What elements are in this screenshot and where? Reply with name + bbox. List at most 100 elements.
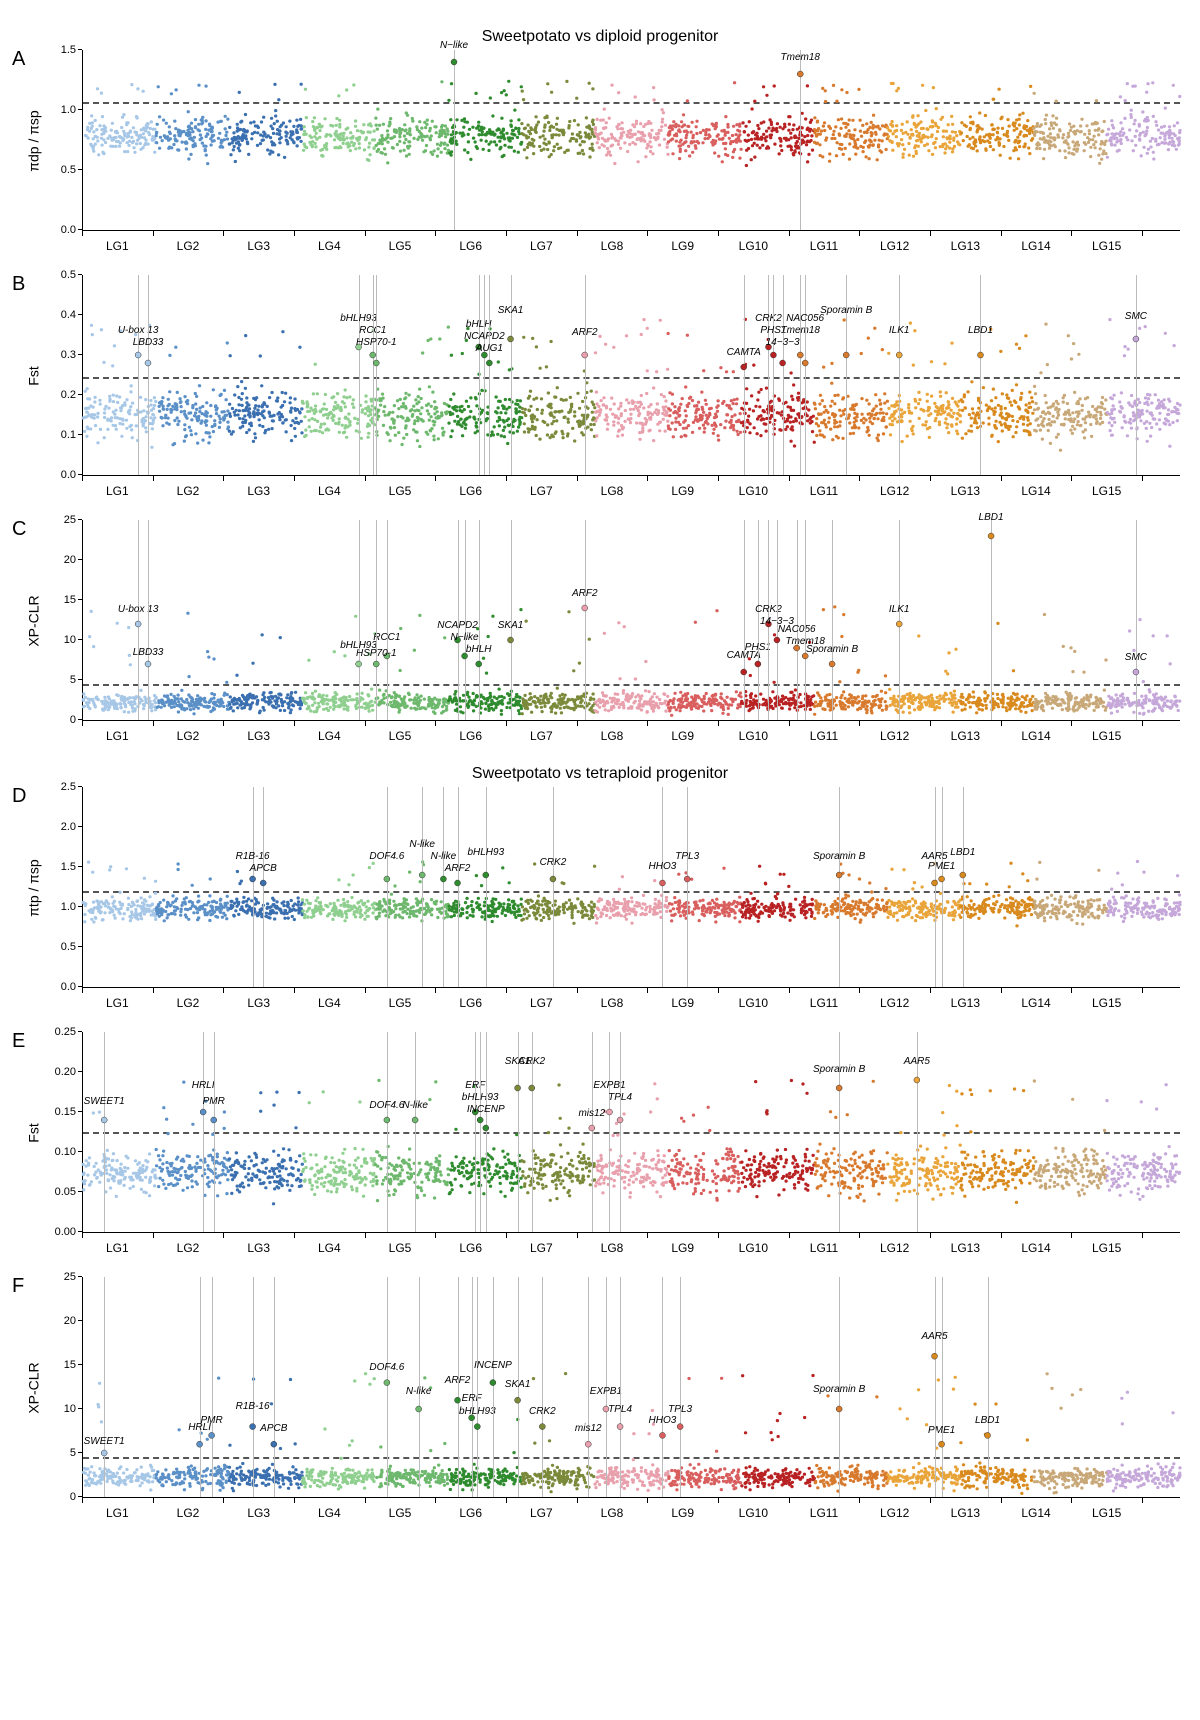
panel-letter: C bbox=[12, 518, 26, 541]
ytick-label: 0.05 bbox=[55, 1186, 76, 1198]
xtick-mark bbox=[153, 231, 154, 236]
xtick-mark bbox=[789, 1498, 790, 1503]
xtick-mark bbox=[930, 476, 931, 481]
xtick-label: LG8 bbox=[601, 996, 624, 1010]
xtick-label: LG1 bbox=[106, 1241, 129, 1255]
ytick-label: 0.25 bbox=[55, 1026, 76, 1038]
xtick-mark bbox=[859, 476, 860, 481]
yticks: 0510152025 bbox=[48, 520, 82, 720]
xtick-mark bbox=[859, 988, 860, 993]
xtick-label: LG2 bbox=[177, 239, 200, 253]
yticks: 0.000.050.100.150.200.25 bbox=[48, 1032, 82, 1232]
figure: Sweetpotato vs diploid progenitorAπdp / … bbox=[20, 28, 1180, 1526]
xtick-mark bbox=[294, 988, 295, 993]
plot-area: SWEET1HRLIPMRR1B-16APCBDOF4.6N-likeARF2E… bbox=[82, 1277, 1180, 1498]
xtick-mark bbox=[223, 476, 224, 481]
xtick-mark bbox=[789, 476, 790, 481]
panel-D: Dπtp / πsp0.00.51.01.52.02.5R1B-16APCBDO… bbox=[20, 787, 1180, 1016]
xtick-mark bbox=[223, 988, 224, 993]
xtick-label: LG9 bbox=[671, 729, 694, 743]
xtick-label: LG14 bbox=[1021, 729, 1050, 743]
xtick-mark bbox=[153, 476, 154, 481]
ytick-label: 0.15 bbox=[55, 1106, 76, 1118]
gene-dot bbox=[83, 520, 1180, 720]
xtick-mark bbox=[859, 721, 860, 726]
xtick-label: LG12 bbox=[880, 484, 909, 498]
xtick-mark bbox=[1142, 988, 1143, 993]
ytick-label: 1.0 bbox=[61, 901, 76, 913]
ytick-label: 0 bbox=[70, 714, 76, 726]
ytick-label: 15 bbox=[64, 1359, 76, 1371]
xtick-label: LG9 bbox=[671, 484, 694, 498]
xtick-label: LG2 bbox=[177, 484, 200, 498]
ytick-label: 1.0 bbox=[61, 104, 76, 116]
xtick-mark bbox=[223, 231, 224, 236]
ytick-label: 0.0 bbox=[61, 981, 76, 993]
xtick-label: LG2 bbox=[177, 996, 200, 1010]
xtick-mark bbox=[294, 1498, 295, 1503]
xtick-mark bbox=[365, 476, 366, 481]
xtick-label: LG13 bbox=[951, 239, 980, 253]
xtick-label: LG14 bbox=[1021, 1506, 1050, 1520]
xtick-mark bbox=[930, 1233, 931, 1238]
xtick-mark bbox=[506, 1498, 507, 1503]
xtick-mark bbox=[647, 1498, 648, 1503]
xtick-mark bbox=[1001, 231, 1002, 236]
xtick-mark bbox=[1071, 1498, 1072, 1503]
panel-B: BFst0.00.10.20.30.40.5U-box 13LBD33bHLH9… bbox=[20, 275, 1180, 504]
xtick-label: LG1 bbox=[106, 729, 129, 743]
xtick-label: LG10 bbox=[739, 996, 768, 1010]
xtick-label: LG4 bbox=[318, 729, 341, 743]
ylabel-wrap: XP-CLR bbox=[20, 520, 48, 721]
xtick-label: LG8 bbox=[601, 1241, 624, 1255]
xtick-mark bbox=[718, 1233, 719, 1238]
ytick-label: 15 bbox=[64, 594, 76, 606]
gene-dot bbox=[83, 275, 1180, 475]
xtick-mark bbox=[859, 1498, 860, 1503]
xtick-label: LG11 bbox=[810, 239, 838, 253]
xtick-mark bbox=[1001, 1498, 1002, 1503]
xtick-mark bbox=[82, 231, 83, 236]
xtick-label: LG7 bbox=[530, 239, 553, 253]
xtick-mark bbox=[435, 1233, 436, 1238]
ytick-label: 0 bbox=[70, 1491, 76, 1503]
xtick-label: LG12 bbox=[880, 1506, 909, 1520]
xtick-label: LG5 bbox=[389, 729, 412, 743]
xtick-label: LG9 bbox=[671, 1506, 694, 1520]
xtick-label: LG7 bbox=[530, 996, 553, 1010]
xtick-mark bbox=[647, 476, 648, 481]
ytick-label: 20 bbox=[64, 554, 76, 566]
xtick-label: LG10 bbox=[739, 1506, 768, 1520]
panel-letter: E bbox=[12, 1030, 25, 1053]
xtick-mark bbox=[82, 721, 83, 726]
xtick-label: LG1 bbox=[106, 996, 129, 1010]
xtick-mark bbox=[718, 988, 719, 993]
xtick-mark bbox=[1071, 721, 1072, 726]
xtick-label: LG8 bbox=[601, 239, 624, 253]
xtick-label: LG7 bbox=[530, 1506, 553, 1520]
xtick-label: LG14 bbox=[1021, 1241, 1050, 1255]
yticks: 0.00.51.01.52.02.5 bbox=[48, 787, 82, 987]
xtick-label: LG8 bbox=[601, 484, 624, 498]
x-axis: LG1LG2LG3LG4LG5LG6LG7LG8LG9LG10LG11LG12L… bbox=[82, 1498, 1142, 1526]
panel-C: CXP-CLR0510152025U-box 13LBD33bHLH93RCC1… bbox=[20, 520, 1180, 749]
ytick-label: 0.1 bbox=[61, 429, 76, 441]
ytick-label: 0.10 bbox=[55, 1146, 76, 1158]
xtick-mark bbox=[577, 231, 578, 236]
xtick-label: LG13 bbox=[951, 484, 980, 498]
xtick-mark bbox=[1142, 721, 1143, 726]
ytick-label: 0.00 bbox=[55, 1226, 76, 1238]
xtick-label: LG1 bbox=[106, 1506, 129, 1520]
gene-dot bbox=[83, 1032, 1180, 1232]
xtick-label: LG14 bbox=[1021, 996, 1050, 1010]
yticks: 0.00.51.01.5 bbox=[48, 50, 82, 230]
x-axis: LG1LG2LG3LG4LG5LG6LG7LG8LG9LG10LG11LG12L… bbox=[82, 988, 1142, 1016]
xtick-label: LG7 bbox=[530, 729, 553, 743]
xtick-mark bbox=[1001, 1233, 1002, 1238]
x-axis: LG1LG2LG3LG4LG5LG6LG7LG8LG9LG10LG11LG12L… bbox=[82, 231, 1142, 259]
xtick-label: LG15 bbox=[1092, 484, 1121, 498]
plot-area: N−likeTmem18 bbox=[82, 50, 1180, 231]
xtick-label: LG6 bbox=[459, 1506, 482, 1520]
xtick-mark bbox=[365, 721, 366, 726]
xtick-label: LG3 bbox=[247, 1506, 270, 1520]
